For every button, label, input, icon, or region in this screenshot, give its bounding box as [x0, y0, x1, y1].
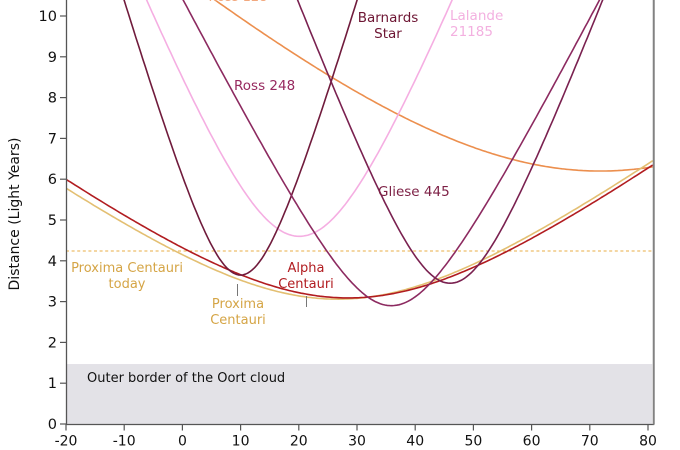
y-tick-label: 5 [48, 213, 57, 229]
oort-cloud-band-label: Outer border of the Oort cloud [87, 371, 286, 386]
label-alpha-centauri: Alpha Centauri [266, 261, 346, 293]
label-proxima-today-line2: today [108, 277, 146, 292]
x-tick-label: 40 [406, 434, 424, 450]
label-proxima-line1: Proxima [211, 297, 265, 312]
label-proxima-centauri: Proxima Centauri [196, 297, 280, 329]
label-barnards-star-line1: Barnards [357, 10, 419, 26]
curve-alpha-centauri [66, 164, 654, 299]
x-tick-label: 20 [290, 434, 308, 450]
y-tick-label: 1 [48, 376, 57, 392]
x-tick-label: 30 [348, 434, 366, 450]
x-tick-label: 50 [464, 434, 482, 450]
x-tick-label: 0 [178, 434, 187, 450]
label-proxima-centauri-today: Proxima Centauri today [68, 261, 186, 293]
y-tick-label: 0 [48, 417, 57, 433]
label-alpha-line2: Centauri [278, 277, 334, 292]
y-tick-label: 7 [48, 131, 57, 147]
y-axis-title: Distance (Light Years) [7, 137, 23, 291]
curve-ross-128 [213, 0, 653, 172]
label-gliese-445: Gliese 445 [378, 184, 450, 200]
label-lalande-21185: Lalande 21185 [450, 8, 504, 40]
x-tick-label: 60 [523, 434, 541, 450]
proxima-centauri-leader-line [237, 284, 238, 296]
curve-gliese-445 [296, 0, 604, 284]
y-tick-label: 9 [48, 50, 57, 66]
alpha-centauri-leader-line [306, 296, 307, 307]
curve-lalande-21185 [145, 0, 453, 238]
label-proxima-today-line1: Proxima Centauri [71, 261, 183, 276]
label-lalande-line2: 21185 [450, 23, 493, 40]
y-tick-label: 2 [48, 335, 57, 351]
y-tick-label: 10 [39, 9, 57, 25]
x-tick-label: 80 [639, 434, 657, 450]
y-tick-label: 4 [48, 254, 57, 270]
label-alpha-line1: Alpha [287, 261, 325, 276]
label-proxima-line2: Centauri [210, 313, 266, 328]
y-tick-label: 6 [48, 172, 57, 188]
x-tick-label: -10 [113, 434, 136, 450]
x-tick-label: 10 [232, 434, 250, 450]
label-barnards-star: Barnards Star [348, 10, 428, 42]
label-lalande-line1: Lalande [450, 8, 504, 24]
y-tick-label: 3 [48, 295, 57, 311]
x-tick-label: 70 [581, 434, 599, 450]
x-tick-label: -20 [55, 434, 78, 450]
curve-ross-248 [182, 0, 601, 307]
label-ross-248: Ross 248 [234, 78, 296, 94]
oort-cloud-band [67, 364, 653, 424]
label-ross-128: Ross 128 [190, 0, 286, 6]
label-barnards-star-line2: Star [374, 25, 402, 42]
curve-barnards-star [123, 0, 358, 276]
y-tick-label: 8 [48, 91, 57, 107]
